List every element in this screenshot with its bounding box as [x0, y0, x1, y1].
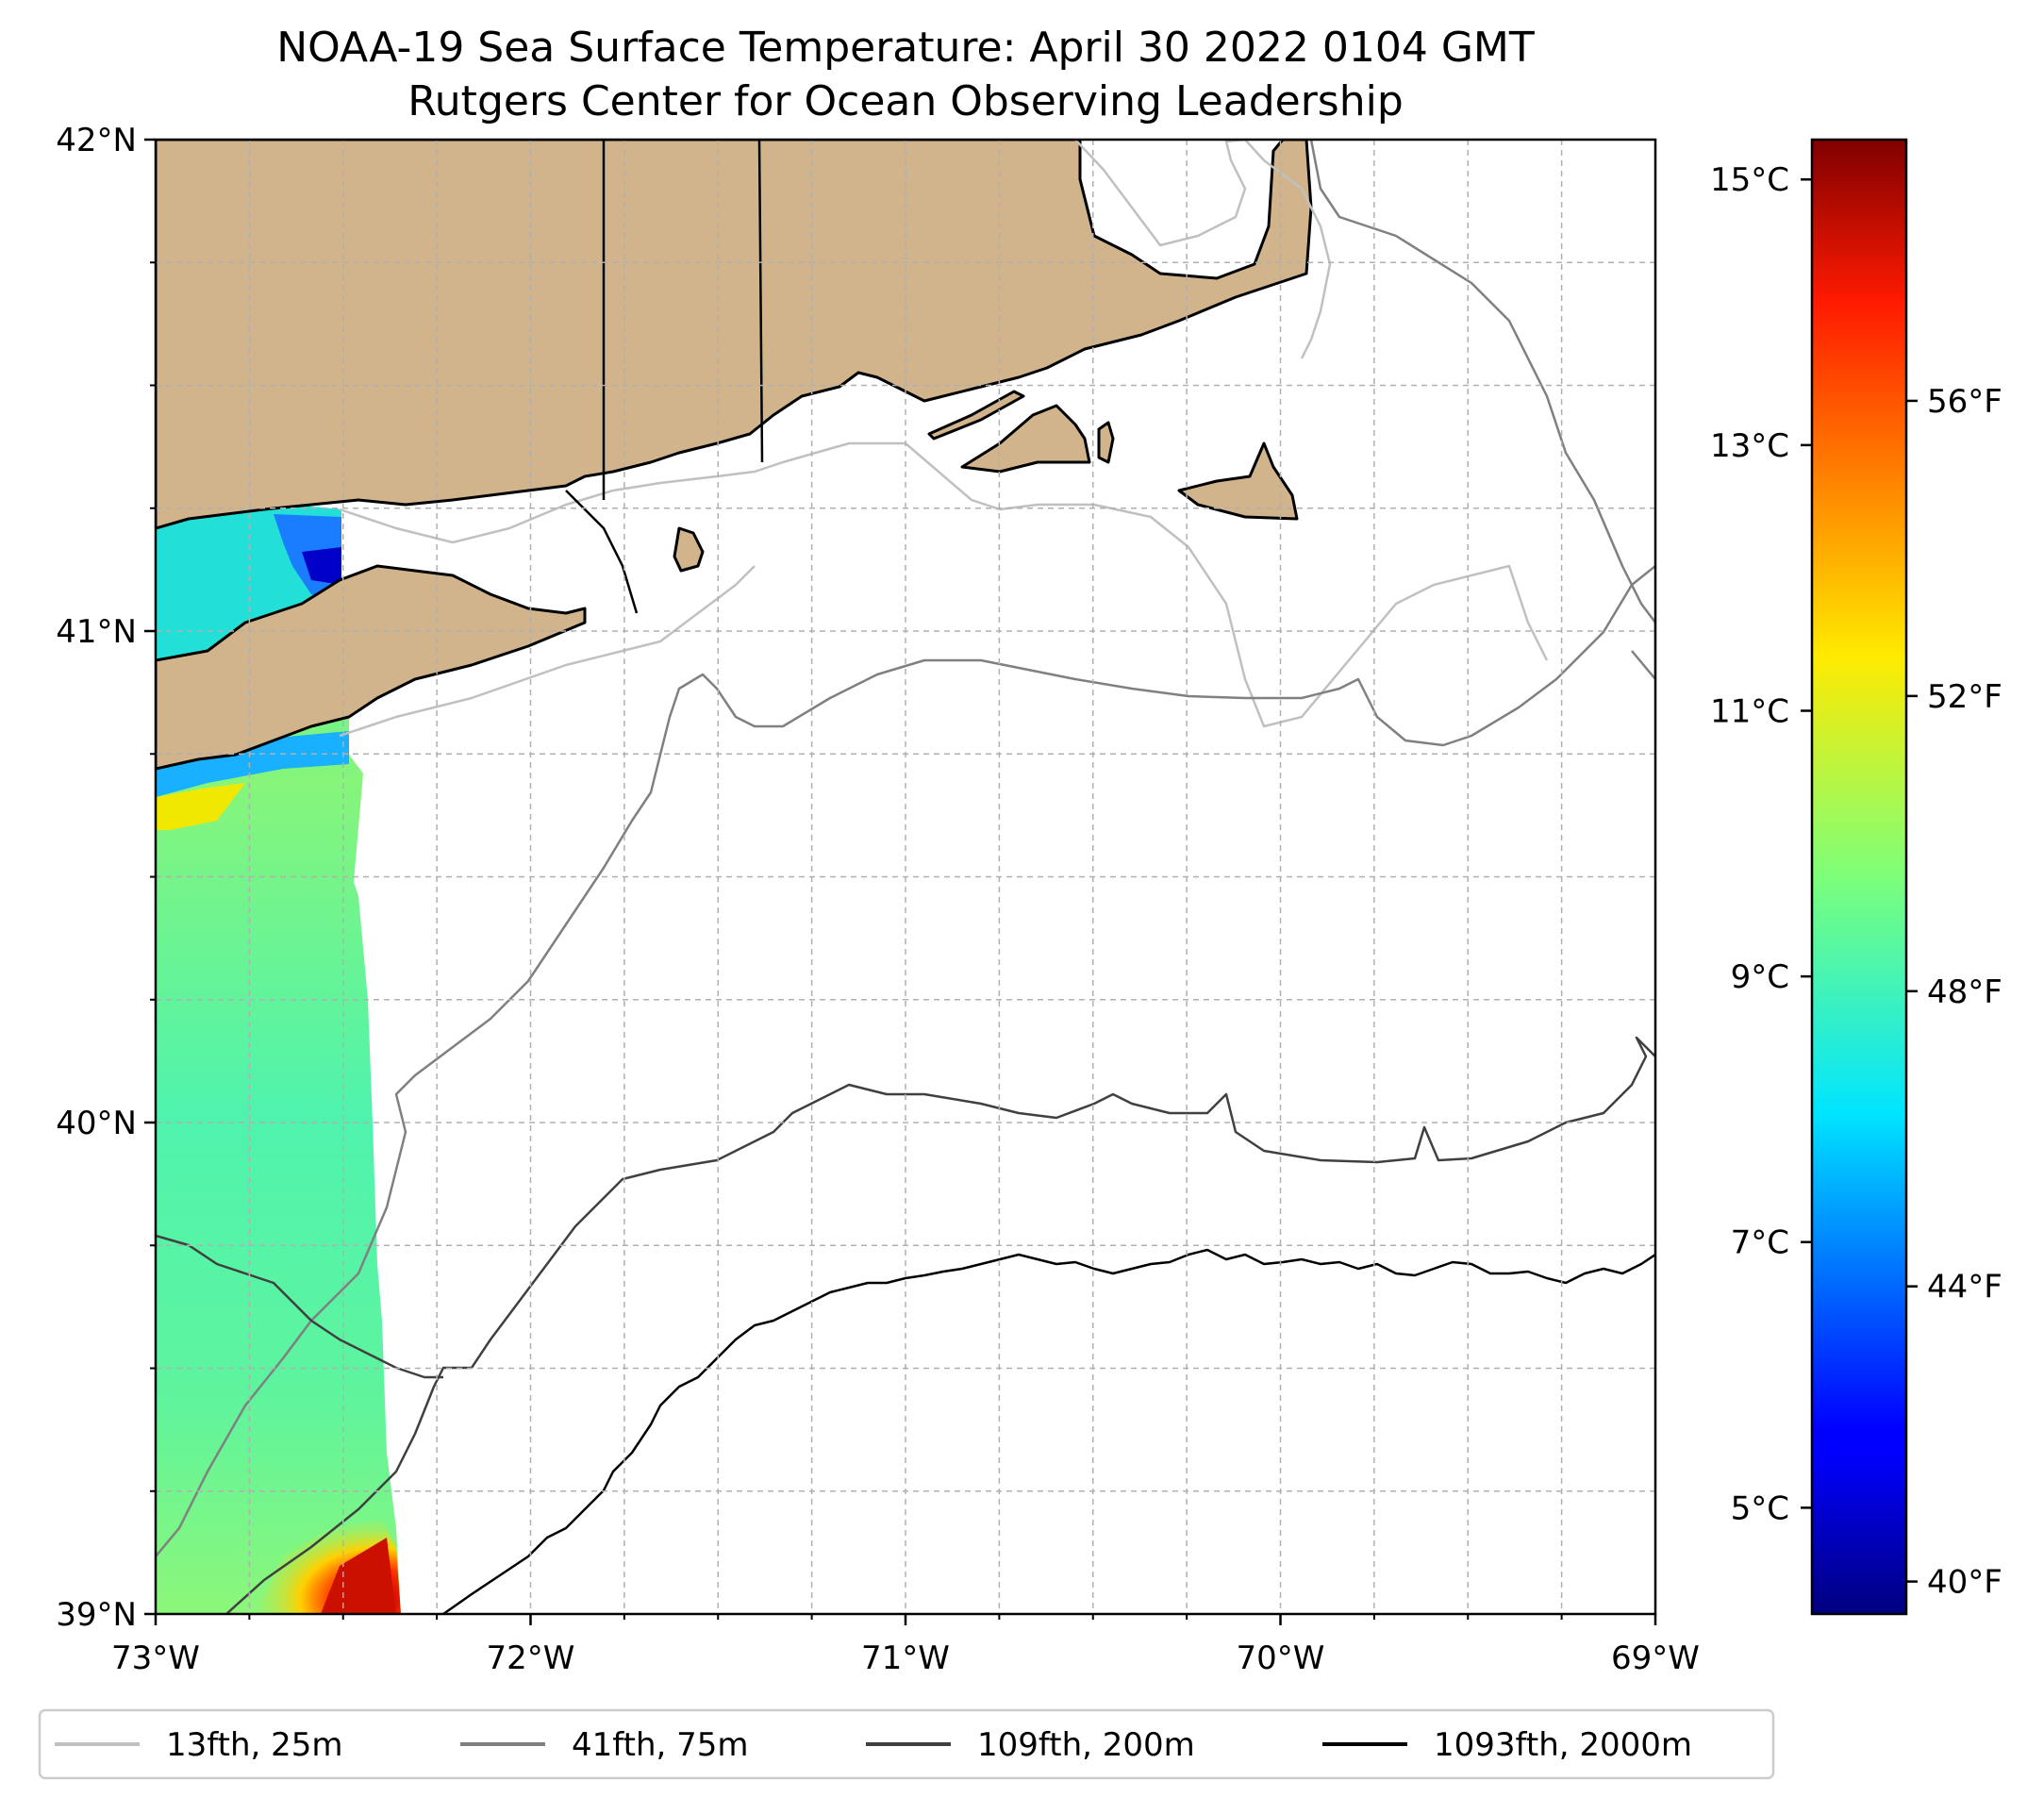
colorbar-c-label: 11°C	[1710, 692, 1789, 730]
colorbar-f-label: 44°F	[1927, 1269, 2002, 1306]
x-tick-label: 72°W	[487, 1639, 575, 1677]
small-island	[1097, 421, 1115, 464]
y-tick-label: 39°N	[56, 1596, 137, 1634]
x-axis: 73°W 72°W 71°W 70°W 69°W	[111, 1614, 1700, 1677]
y-axis: 42°N 41°N 40°N 39°N	[56, 122, 156, 1634]
legend-label: 109fth, 200m	[977, 1726, 1195, 1764]
state-boundaries	[565, 140, 764, 614]
x-tick-label: 73°W	[111, 1639, 200, 1677]
colorbar-f-label: 40°F	[1927, 1564, 2002, 1602]
x-tick-label: 69°W	[1611, 1639, 1700, 1677]
map-area	[156, 140, 1655, 1614]
legend-label: 41fth, 75m	[572, 1726, 749, 1764]
marthas-vineyard	[960, 404, 1091, 474]
x-tick-label: 71°W	[861, 1639, 950, 1677]
gridlines	[156, 140, 1655, 1614]
figure-title: NOAA-19 Sea Surface Temperature: April 3…	[276, 24, 1535, 72]
colorbar-f-label: 48°F	[1927, 973, 2002, 1011]
block-island	[673, 526, 705, 573]
land	[156, 140, 1313, 771]
colorbar-f-label: 56°F	[1927, 383, 2002, 421]
colorbar: 5°C 7°C 9°C 11°C 13°C 15°C 40°F 44°F 48°F 52°F 56…	[1710, 138, 2002, 1616]
legend-label: 1093fth, 2000m	[1434, 1726, 1692, 1764]
y-tick-label: 40°N	[56, 1105, 137, 1142]
colorbar-gradient	[1810, 138, 1908, 1616]
colorbar-f-label: 52°F	[1927, 678, 2002, 716]
colorbar-fahrenheit-ticks: 40°F 44°F 48°F 52°F 56°F	[1906, 383, 2002, 1602]
colorbar-c-label: 15°C	[1710, 161, 1789, 199]
isobath-25m	[339, 140, 1549, 738]
legend-items: 13fth, 25m 41fth, 75m 109fth, 200m 1093fth,…	[55, 1726, 1692, 1764]
colorbar-c-label: 5°C	[1731, 1489, 1789, 1527]
colorbar-c-label: 7°C	[1731, 1224, 1789, 1262]
colorbar-celsius-ticks: 5°C 7°C 9°C 11°C 13°C 15°C	[1710, 161, 1812, 1527]
sst-swath	[156, 505, 401, 1614]
isobaths	[156, 140, 1655, 1614]
figure-subtitle: Rutgers Center for Ocean Observing Leade…	[407, 77, 1404, 125]
legend: 13fth, 25m 41fth, 75m 109fth, 200m 1093fth,…	[38, 1708, 1775, 1780]
legend-label: 13fth, 25m	[166, 1726, 343, 1764]
colorbar-c-label: 13°C	[1710, 427, 1789, 465]
y-tick-label: 41°N	[56, 613, 137, 651]
isobath-2000m	[442, 1248, 1655, 1614]
x-tick-label: 70°W	[1237, 1639, 1325, 1677]
mainland-new-england	[156, 140, 1313, 530]
nantucket	[1177, 441, 1299, 521]
colorbar-c-label: 9°C	[1731, 958, 1789, 996]
isobath-75m	[156, 140, 1655, 1557]
long-island	[156, 564, 587, 771]
y-tick-label: 42°N	[56, 122, 137, 159]
